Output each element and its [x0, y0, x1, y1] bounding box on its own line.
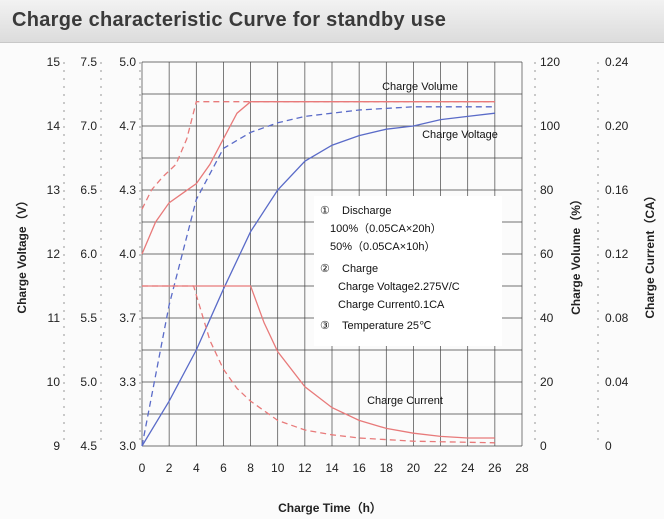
current-tick-label: 0	[605, 439, 612, 453]
left-tick-label: 4.7	[119, 119, 136, 133]
left-tick-label: 13	[47, 183, 61, 197]
left-tick-label: 6.5	[80, 183, 97, 197]
left-tick-label: 5.5	[80, 311, 97, 325]
annotation-charge-volume: Charge Volume	[382, 81, 458, 93]
note-marker: ②	[320, 263, 330, 275]
volume-tick-label: 60	[540, 247, 554, 261]
note-line: Temperature 25℃	[342, 320, 431, 332]
left-tick-label: 4.0	[119, 247, 136, 261]
notes-box	[314, 196, 502, 346]
note-line: Discharge	[342, 205, 392, 217]
title-bar: Charge characteristic Curve for standby …	[0, 0, 664, 43]
note-marker: ①	[320, 205, 330, 217]
left-tick-label: 15	[47, 55, 61, 69]
x-tick-label: 26	[488, 461, 502, 475]
x-tick-label: 22	[434, 461, 448, 475]
series-line-charge-current-solid	[142, 285, 495, 439]
x-tick-label: 2	[166, 461, 173, 475]
left-tick-label: 4.5	[80, 439, 97, 453]
x-tick-label: 18	[380, 461, 394, 475]
x-tick-label: 14	[325, 461, 339, 475]
left-tick-label: 6.0	[80, 247, 97, 261]
notes: ① Discharge 100%（0.05CA×20h） 50%（0.05CA×10h…	[314, 196, 502, 346]
left-tick-label: 7.5	[80, 55, 97, 69]
volume-axis-title: Charge Volume（%）	[568, 193, 583, 315]
x-tick-label: 10	[271, 461, 285, 475]
volume-tick-label: 0	[540, 439, 547, 453]
current-tick-label: 0.04	[605, 375, 629, 389]
series-layer	[141, 101, 495, 447]
left-tick-label: 14	[47, 119, 61, 133]
note-line: 50%（0.05CA×10h）	[330, 240, 435, 253]
x-tick-label: 12	[298, 461, 312, 475]
x-tick-label: 28	[515, 461, 529, 475]
x-tick-label: 4	[193, 461, 200, 475]
left-tick-label: 5.0	[80, 375, 97, 389]
left-tick-label: 3.0	[119, 439, 136, 453]
chart-title: Charge characteristic Curve for standby …	[12, 9, 447, 31]
x-tick-label: 8	[247, 461, 254, 475]
x-tick-label: 16	[352, 461, 366, 475]
note-line: Charge Current0.1CA	[338, 299, 445, 311]
left-tick-label: 5.0	[119, 55, 136, 69]
note-line: Charge Voltage2.275V/C	[338, 281, 460, 293]
x-tick-label: 24	[461, 461, 475, 475]
x-tick-label: 6	[220, 461, 227, 475]
x-axis-title: Charge Time（h）	[278, 500, 382, 515]
series-line-charge-voltage-dashed	[141, 101, 495, 210]
series-line-charge-voltage-solid	[141, 101, 495, 255]
left-tick-label: 4.3	[119, 183, 136, 197]
current-tick-label: 0.20	[605, 119, 629, 133]
current-tick-label: 0.12	[605, 247, 629, 261]
left-tick-label: 11	[48, 311, 61, 325]
volume-tick-label: 120	[540, 55, 560, 69]
x-tick-label: 0	[139, 461, 146, 475]
left-tick-label: 3.3	[119, 375, 136, 389]
series-line-charge-volume-solid	[141, 112, 495, 447]
left-tick-label: 9	[53, 439, 60, 453]
left-tick-label: 12	[47, 247, 61, 261]
volume-tick-label: 100	[540, 119, 560, 133]
volume-tick-label: 80	[540, 183, 554, 197]
axis-labels: Charge Voltage（V） Charge Volume（%） Charge …	[14, 81, 657, 515]
volume-tick-label: 40	[540, 311, 554, 325]
note-line: 100%（0.05CA×20h）	[330, 222, 442, 235]
current-axis-title: Charge Current（CA）	[642, 189, 657, 318]
note-marker: ③	[320, 320, 330, 332]
annotation-charge-current: Charge Current	[367, 395, 443, 407]
left-axis-title: Charge Voltage（V）	[14, 194, 29, 313]
annotation-charge-voltage: Charge Voltage	[422, 129, 498, 141]
left-tick-label: 3.7	[119, 311, 136, 325]
volume-tick-label: 20	[540, 375, 554, 389]
tick-labels: 0 2 4 6 8 10 12 14 16 18 20 22 24 26 2815141312111097.…	[47, 55, 629, 475]
x-tick-label: 20	[407, 461, 421, 475]
current-tick-label: 0.24	[605, 55, 629, 69]
current-tick-label: 0.08	[605, 311, 629, 325]
left-tick-label: 7.0	[80, 119, 97, 133]
current-tick-label: 0.16	[605, 183, 629, 197]
left-tick-label: 10	[47, 375, 61, 389]
note-line: Charge	[342, 263, 378, 275]
series-line-charge-volume-dashed	[141, 106, 495, 447]
